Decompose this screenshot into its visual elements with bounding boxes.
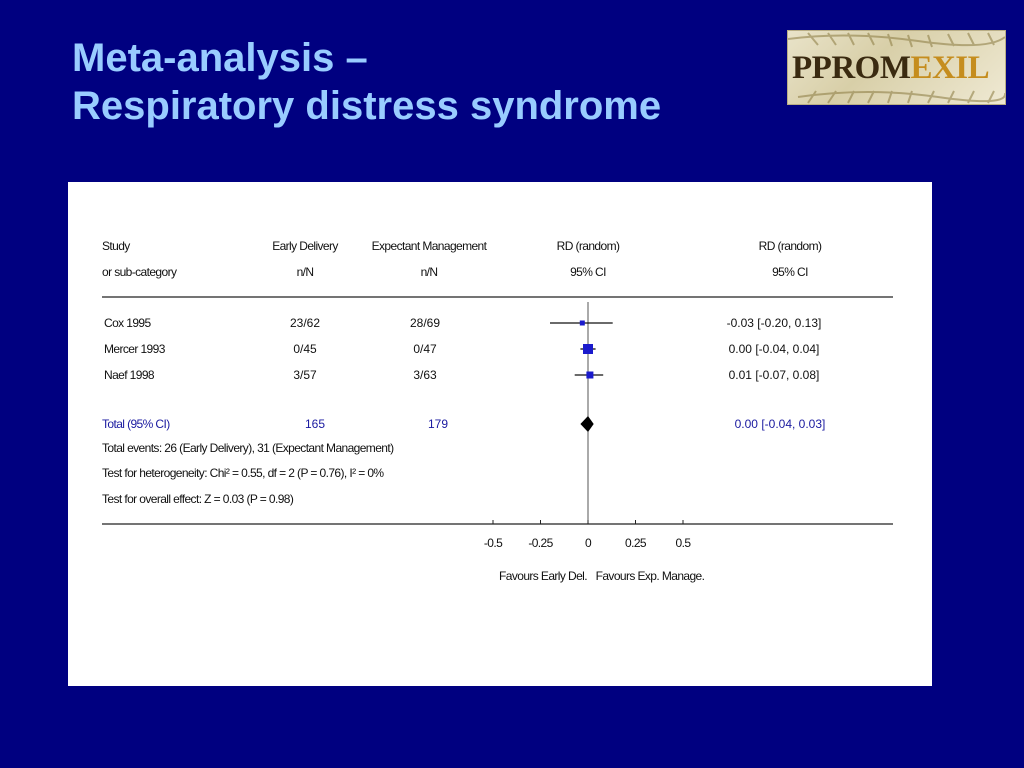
study-effect-square (583, 344, 593, 354)
study-name: Naef 1998 (104, 368, 155, 382)
logo-text-exil: EXIL (910, 50, 990, 86)
total-effect-diamond (580, 416, 594, 432)
study-name: Mercer 1993 (104, 342, 166, 356)
total-expectant-n: 179 (428, 417, 448, 431)
title-line-2: Respiratory distress syndrome (72, 84, 662, 128)
title-line-1: Meta-analysis – (72, 36, 368, 80)
rd-ci-text: 0.00 [-0.04, 0.04] (729, 342, 820, 356)
total-row: Total (95% CI) 165 179 0.00 [-0.04, 0.03… (102, 417, 825, 431)
header-early-1: Early Delivery (272, 239, 338, 253)
study-effect-square (579, 320, 585, 326)
x-tick-label: 0.5 (676, 536, 692, 550)
expectant-events: 0/47 (413, 342, 437, 356)
fern-leaves-graphic (788, 32, 1005, 104)
header-expectant-1: Expectant Management (372, 239, 488, 253)
favours-right-label: Favours Exp. Manage. (596, 569, 705, 583)
expectant-events: 3/63 (413, 368, 437, 382)
early-events: 23/62 (290, 316, 320, 330)
study-row: Cox 1995 23/62 28/69 -0.03 [-0.20, 0.13] (104, 316, 821, 330)
total-early-n: 165 (305, 417, 325, 431)
heterogeneity-note: Test for heterogeneity: Chi² = 0.55, df … (102, 466, 384, 480)
study-name: Cox 1995 (104, 316, 151, 330)
forest-plot: Study or sub-category Early Delivery n/N… (102, 239, 893, 583)
x-tick-label: -0.25 (528, 536, 553, 550)
rd-ci-text: -0.03 [-0.20, 0.13] (727, 316, 822, 330)
total-rd-ci-text: 0.00 [-0.04, 0.03] (735, 417, 826, 431)
forest-plot-panel: Study or sub-category Early Delivery n/N… (68, 182, 932, 686)
logo-text-pprom: PPROM (792, 50, 911, 86)
pprom-exil-logo: PPROMEXIL (787, 30, 1006, 105)
header-study-1: Study (102, 239, 130, 253)
total-events-note: Total events: 26 (Early Delivery), 31 (E… (102, 441, 394, 455)
header-rd-plot-1: RD (random) (557, 239, 620, 253)
header-early-2: n/N (297, 265, 314, 279)
header-study-2: or sub-category (102, 265, 177, 279)
overall-effect-note: Test for overall effect: Z = 0.03 (P = 0… (102, 492, 294, 506)
slide-title: Meta-analysis – Respiratory distress syn… (72, 34, 661, 130)
x-tick-label: 0 (585, 536, 592, 550)
study-row: Mercer 1993 0/45 0/47 0.00 [-0.04, 0.04] (104, 342, 819, 356)
favours-left-label: Favours Early Del. (499, 569, 587, 583)
total-label: Total (95% CI) (102, 417, 170, 431)
expectant-events: 28/69 (410, 316, 440, 330)
header-rd-plot-2: 95% CI (570, 265, 606, 279)
x-tick-label: -0.5 (484, 536, 503, 550)
header-expectant-2: n/N (421, 265, 438, 279)
early-events: 0/45 (293, 342, 317, 356)
x-tick-label: 0.25 (625, 536, 647, 550)
study-effect-square (586, 371, 594, 379)
logo-wordmark: PPROMEXIL (792, 50, 990, 86)
early-events: 3/57 (293, 368, 317, 382)
header-rd-text-2: 95% CI (772, 265, 808, 279)
header-rd-text-1: RD (random) (759, 239, 822, 253)
plot-layer: -0.5 -0.25 0 0.25 0.5 (484, 302, 692, 550)
rd-ci-text: 0.01 [-0.07, 0.08] (729, 368, 820, 382)
study-row: Naef 1998 3/57 3/63 0.01 [-0.07, 0.08] (104, 368, 819, 382)
